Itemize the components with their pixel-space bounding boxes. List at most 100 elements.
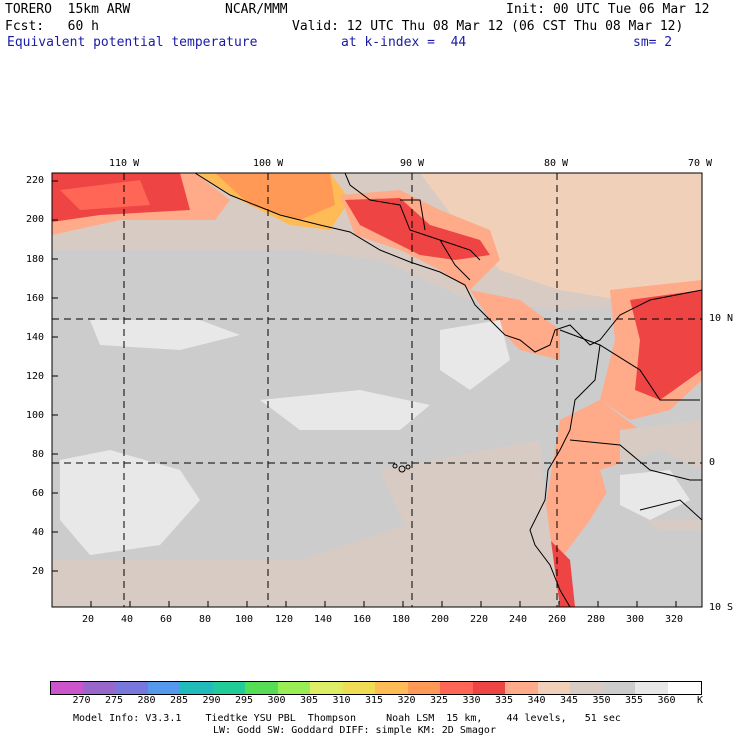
field-red-nw-inner — [60, 180, 150, 210]
colorbar-label: 310 — [332, 695, 351, 706]
x-tick-label: 180 — [392, 614, 411, 625]
colorbar-swatch — [602, 681, 636, 695]
y-tick-label: 40 — [32, 527, 45, 538]
border-belize — [400, 199, 426, 231]
field-white-west — [90, 320, 240, 350]
colorbar-swatch — [245, 681, 278, 695]
lat-label-10s: 10 S — [709, 602, 734, 613]
colorbar-swatch — [570, 681, 603, 695]
field-orange-mexico-inner — [215, 173, 335, 220]
x-tick-label: 100 — [235, 614, 254, 625]
smoothing-label: sm= 2 — [633, 35, 673, 50]
x-tick-label: 60 — [160, 614, 173, 625]
field-name: Equivalent potential temperature — [7, 35, 258, 50]
x-tick-label: 260 — [548, 614, 567, 625]
colorbar-label: 350 — [592, 695, 611, 706]
colorbar-label: 320 — [397, 695, 416, 706]
colorbar-label: 325 — [430, 695, 449, 706]
x-tick-label: 320 — [665, 614, 684, 625]
colorbar-swatch — [407, 681, 441, 695]
field-peach-ne — [420, 173, 702, 300]
colorbar-swatch — [440, 681, 473, 695]
lon-label-80w: 80 W — [544, 158, 569, 169]
colorbar-swatch — [537, 681, 571, 695]
colorbar-swatch — [310, 681, 343, 695]
physics-info: LW: Godd SW: Goddard DIFF: simple KM: 2D… — [213, 725, 496, 736]
colorbar-swatch — [472, 681, 506, 695]
field-red-colombia — [630, 290, 702, 400]
field-white-central — [260, 390, 430, 430]
colorbar-label: 275 — [105, 695, 124, 706]
colorbar-swatch — [212, 681, 246, 695]
border-colombia — [559, 329, 700, 401]
org-label: NCAR/MMM — [225, 2, 288, 17]
lon-label-100w: 100 W — [253, 158, 284, 169]
x-tick-label: 300 — [626, 614, 645, 625]
colorbar-label: 280 — [137, 695, 156, 706]
galapagos-island-3 — [405, 464, 411, 470]
galapagos-island-2 — [398, 465, 406, 473]
y-tick-label: 140 — [26, 332, 45, 343]
coast-central-america — [194, 173, 702, 353]
colorbar-swatch — [375, 681, 408, 695]
lon-label-90w: 90 W — [400, 158, 425, 169]
field-tan-south — [52, 460, 560, 607]
colorbar-swatch — [82, 681, 116, 695]
colorbar-label: 355 — [625, 695, 644, 706]
colorbar-label: 305 — [300, 695, 319, 706]
lat-label-10n: 10 N — [709, 313, 734, 324]
level-label: at k-index = 44 — [341, 35, 467, 50]
colorbar-swatch — [635, 681, 668, 695]
colorbar-label: 340 — [527, 695, 546, 706]
colorbar-label: 270 — [72, 695, 91, 706]
colorbar-label: 345 — [560, 695, 579, 706]
lon-label-110w: 110 W — [109, 158, 140, 169]
y-tick-label: 20 — [32, 566, 45, 577]
y-tick-label: 180 — [26, 254, 45, 265]
y-tick-label: 120 — [26, 371, 45, 382]
map-ticks — [52, 180, 677, 607]
colorbar-swatch — [277, 681, 311, 695]
x-tick-label: 140 — [314, 614, 333, 625]
border-mexico-guatemala — [344, 173, 481, 261]
colorbar-swatch — [180, 681, 213, 695]
galapagos-island-1 — [392, 463, 398, 469]
border-honduras — [439, 239, 471, 281]
colorbar-swatch — [667, 681, 702, 695]
graticule — [52, 173, 702, 607]
valid-time: Valid: 12 UTC Thu 08 Mar 12 (06 CST Thu … — [292, 19, 684, 34]
x-tick-label: 80 — [199, 614, 212, 625]
x-tick-label: 240 — [509, 614, 528, 625]
colorbar-swatch — [147, 681, 181, 695]
field-white-sw — [60, 450, 200, 555]
colorbar-label: 335 — [495, 695, 514, 706]
y-tick-label: 220 — [26, 175, 45, 186]
colorbar-unit: K — [697, 695, 704, 706]
colorbar-label: 290 — [202, 695, 221, 706]
colorbar-label: 285 — [170, 695, 189, 706]
x-tick-label: 220 — [470, 614, 489, 625]
field-salmon-panama — [470, 290, 560, 360]
y-tick-label: 200 — [26, 214, 45, 225]
model-info: Model Info: V3.3.1 Tiedtke YSU PBL Thomp… — [73, 713, 621, 724]
coast-south-america — [529, 344, 601, 607]
colorbar-label: 315 — [365, 695, 384, 706]
x-tick-label: 20 — [82, 614, 95, 625]
colorbar-label: 300 — [267, 695, 286, 706]
y-tick-label: 60 — [32, 488, 45, 499]
field-white-east — [440, 320, 510, 390]
lat-label-0: 0 — [709, 457, 716, 468]
colorbar-swatch — [505, 681, 538, 695]
field-white-amazon — [620, 470, 690, 520]
model-title: TORERO 15km ARW — [5, 2, 131, 17]
x-tick-label: 120 — [275, 614, 294, 625]
y-tick-label: 80 — [32, 449, 45, 460]
x-tick-label: 280 — [587, 614, 606, 625]
x-tick-label: 40 — [121, 614, 134, 625]
border-ecuador-peru — [569, 439, 702, 481]
theta-e-field — [52, 173, 702, 607]
colorbar-label: 330 — [462, 695, 481, 706]
y-tick-label: 100 — [26, 410, 45, 421]
colorbar-swatch — [50, 681, 84, 695]
